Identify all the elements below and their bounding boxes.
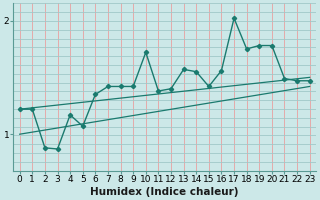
X-axis label: Humidex (Indice chaleur): Humidex (Indice chaleur) — [91, 187, 239, 197]
